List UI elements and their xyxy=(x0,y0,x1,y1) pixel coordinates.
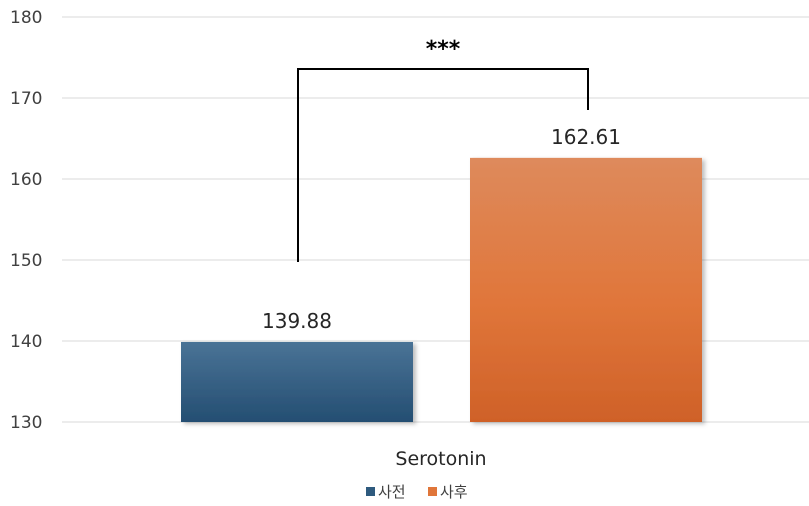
x-category-label: Serotonin xyxy=(395,448,486,470)
y-tick-label: 150 xyxy=(10,251,42,271)
bars xyxy=(181,157,702,422)
bar-post xyxy=(470,157,702,422)
legend-label: 사후 xyxy=(440,483,468,501)
y-tick-label: 170 xyxy=(10,89,42,109)
legend-swatch xyxy=(366,487,375,496)
y-tick-label: 140 xyxy=(10,332,42,352)
x-axis-categories: Serotonin xyxy=(395,448,486,470)
significance-bracket: *** xyxy=(297,37,589,262)
bar-pre xyxy=(181,341,413,422)
legend-label: 사전 xyxy=(378,483,406,501)
legend: 사전 사후 xyxy=(366,483,468,501)
y-axis-ticks: 130 140 150 160 170 180 xyxy=(10,8,42,433)
y-tick-label: 160 xyxy=(10,170,42,190)
data-label: 162.61 xyxy=(551,125,621,149)
y-tick-label: 180 xyxy=(10,8,42,28)
significance-line xyxy=(297,68,589,262)
y-tick-label: 130 xyxy=(10,413,42,433)
legend-swatch xyxy=(428,487,437,496)
data-label: 139.88 xyxy=(262,309,332,333)
data-labels: 139.88 162.61 xyxy=(262,125,621,333)
significance-label: *** xyxy=(426,37,461,62)
